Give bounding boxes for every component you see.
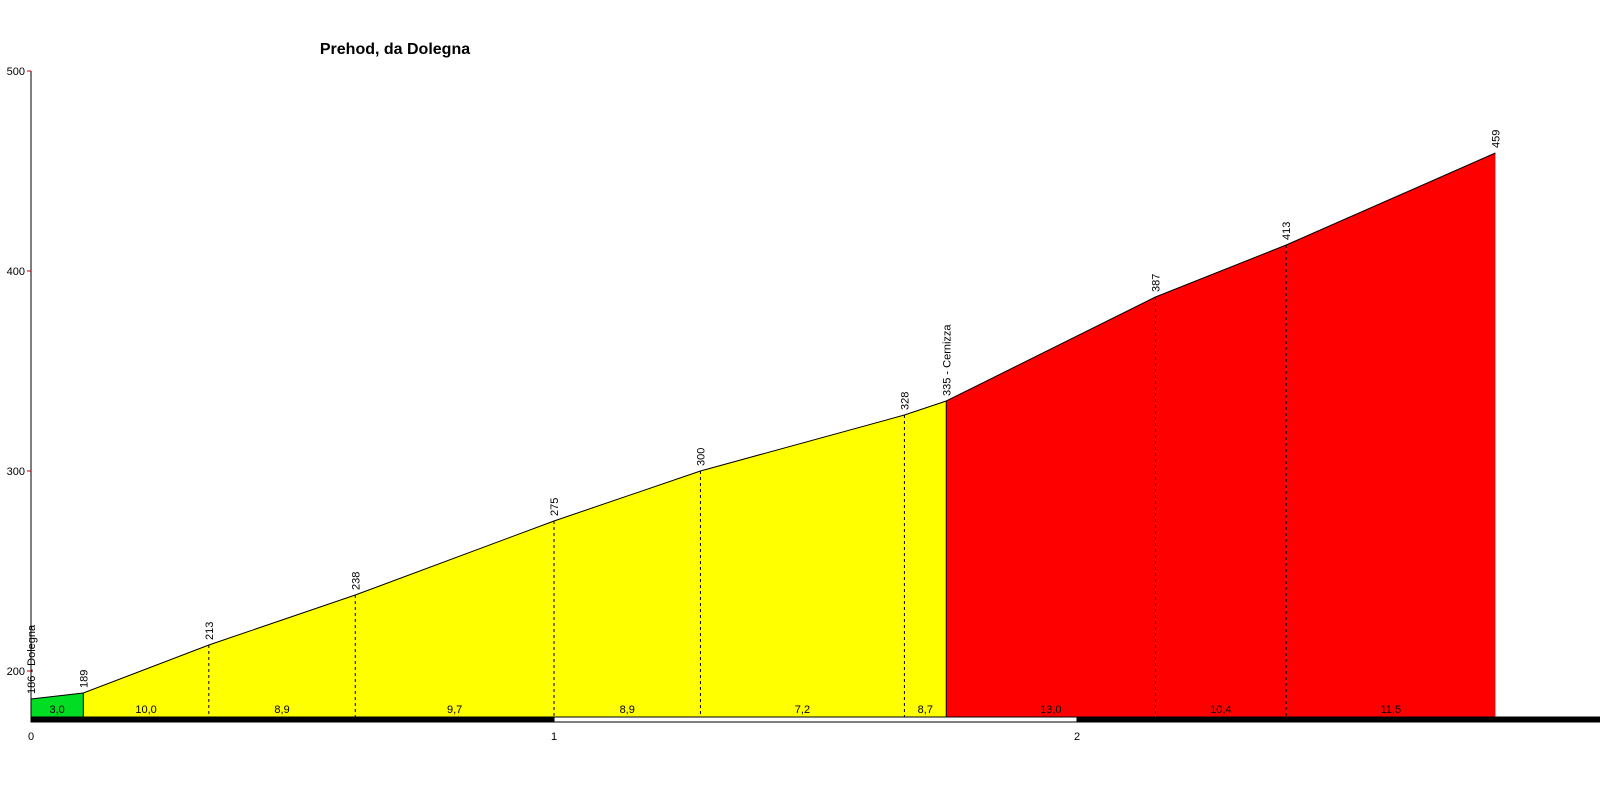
elevation-label: 238 — [350, 572, 362, 590]
gradient-segment-10 — [1286, 153, 1496, 717]
elevation-label: 387 — [1150, 274, 1162, 292]
profile-line — [30, 152, 1496, 700]
gradient-segment-9 — [1155, 245, 1287, 717]
gradient-segment-8 — [946, 297, 1156, 717]
gradient-segment-areas — [31, 153, 1496, 717]
elevation-line — [30, 152, 1496, 700]
gradient-segment-4 — [355, 521, 554, 717]
gradient-segment-6 — [700, 415, 905, 717]
gradient-segment-1 — [31, 693, 84, 717]
gradient-segment-5 — [554, 471, 701, 717]
x-axis-km-bar — [30, 716, 555, 723]
gradient-label: 10,4 — [1210, 704, 1231, 716]
gradient-label: 3,0 — [50, 704, 65, 716]
gradient-label: 9,7 — [447, 704, 462, 716]
gradient-label: 10,0 — [135, 704, 156, 716]
gradient-label: 8,7 — [918, 704, 933, 716]
elevation-label: 328 — [899, 392, 911, 410]
elevation-label: 213 — [204, 622, 216, 640]
x-tick-label: 1 — [551, 731, 557, 743]
gradient-label: 8,9 — [620, 704, 635, 716]
elevation-label: 186 - Dolegna — [26, 624, 38, 694]
gradient-labels: 3,0 10,0 8,9 9,7 8,9 7,2 8,7 13,0 10,4 11,5 — [50, 704, 1402, 716]
gradient-segment-3 — [208, 595, 356, 717]
y-tick-label: 400 — [7, 266, 25, 278]
elevation-labels: 186 - Dolegna 189 213 238 275 300 328 335 - Cer… — [26, 130, 1502, 694]
gradient-label: 13,0 — [1040, 704, 1061, 716]
chart-title: Prehod, da Dolegna — [320, 41, 470, 58]
gradient-label: 7,2 — [795, 704, 810, 716]
gradient-segment-7 — [904, 401, 947, 717]
elevation-label: 413 — [1281, 222, 1293, 240]
elevation-label: 459 — [1490, 130, 1502, 148]
gradient-label: 8,9 — [274, 704, 289, 716]
gradient-segment-2 — [83, 645, 209, 717]
x-axis-km-bar — [553, 716, 1078, 723]
gradient-label: 11,5 — [1381, 704, 1402, 716]
elevation-label: 275 — [549, 498, 561, 516]
y-axis: 200 300 400 500 — [7, 66, 32, 717]
x-axis: 0 1 2 — [28, 716, 1600, 743]
x-tick-label: 2 — [1074, 731, 1080, 743]
elevation-label: 300 — [695, 448, 707, 466]
y-tick-label: 500 — [7, 66, 25, 78]
y-tick-label: 300 — [7, 466, 25, 478]
x-tick-label: 0 — [28, 731, 34, 743]
y-tick-label: 200 — [7, 666, 25, 678]
x-axis-km-bar — [1076, 716, 1600, 723]
elevation-label: 335 - Cernizza — [941, 324, 953, 396]
segment-dividers — [82, 245, 1287, 717]
elevation-label: 189 — [78, 670, 90, 688]
